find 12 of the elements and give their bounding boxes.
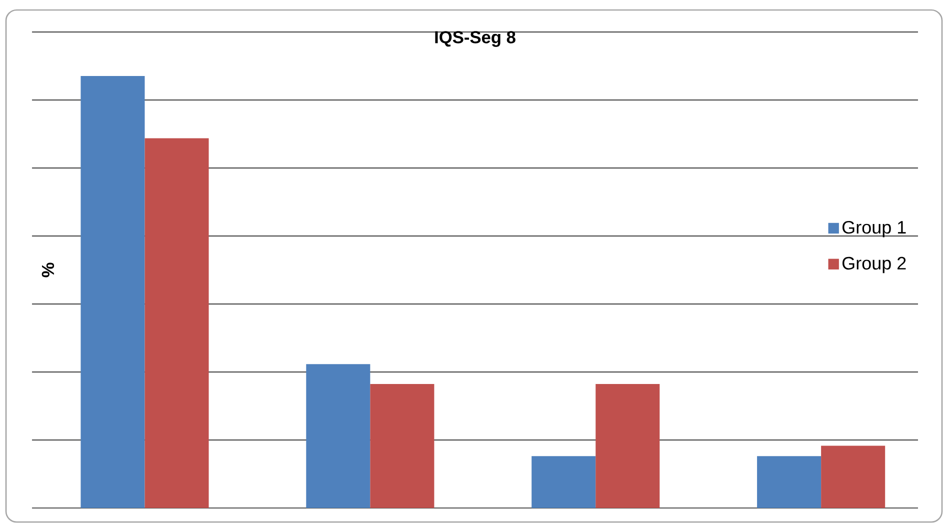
bar: [144, 138, 209, 508]
bar: [757, 456, 822, 508]
bar: [370, 384, 434, 508]
y-axis-title: %: [42, 262, 54, 278]
legend-label: Group 1: [842, 220, 906, 238]
bar: [306, 364, 370, 508]
bar: [596, 384, 660, 508]
bar: [80, 76, 145, 508]
legend-label: Group 2: [842, 256, 906, 274]
chart-title: IQS-Seg 8: [435, 31, 516, 47]
bar: [532, 456, 596, 508]
bar: [821, 446, 886, 508]
